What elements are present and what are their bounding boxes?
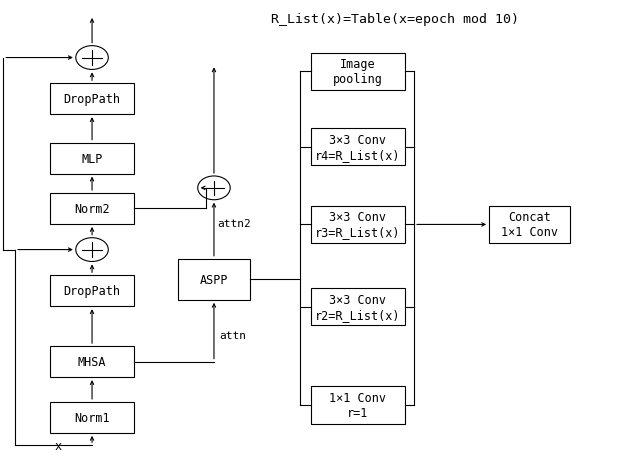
FancyBboxPatch shape: [311, 206, 404, 244]
Text: DropPath: DropPath: [63, 93, 121, 106]
Text: ASPP: ASPP: [200, 273, 228, 286]
FancyBboxPatch shape: [311, 53, 404, 91]
FancyBboxPatch shape: [50, 193, 134, 224]
FancyBboxPatch shape: [311, 129, 404, 166]
Text: Norm1: Norm1: [74, 411, 110, 424]
Text: R_List(x)=Table(x=epoch mod 10): R_List(x)=Table(x=epoch mod 10): [271, 13, 519, 26]
FancyBboxPatch shape: [50, 275, 134, 307]
Text: Image
pooling: Image pooling: [333, 58, 382, 86]
Text: 3×3 Conv
r3=R_List(x): 3×3 Conv r3=R_List(x): [315, 211, 401, 239]
Text: MHSA: MHSA: [78, 355, 106, 368]
Text: Norm2: Norm2: [74, 202, 110, 215]
Text: attn: attn: [219, 330, 246, 341]
FancyBboxPatch shape: [50, 84, 134, 115]
FancyBboxPatch shape: [489, 206, 570, 244]
Text: MLP: MLP: [82, 152, 103, 165]
FancyBboxPatch shape: [50, 346, 134, 377]
Text: attn2: attn2: [217, 219, 251, 229]
FancyBboxPatch shape: [50, 402, 134, 433]
Text: 3×3 Conv
r2=R_List(x): 3×3 Conv r2=R_List(x): [315, 293, 401, 321]
FancyBboxPatch shape: [311, 288, 404, 326]
Text: DropPath: DropPath: [63, 285, 121, 297]
Text: 3×3 Conv
r4=R_List(x): 3×3 Conv r4=R_List(x): [315, 134, 401, 162]
Text: x: x: [54, 439, 61, 452]
FancyBboxPatch shape: [50, 143, 134, 174]
Text: Concat
1×1 Conv: Concat 1×1 Conv: [501, 211, 558, 239]
Text: 1×1 Conv
r=1: 1×1 Conv r=1: [329, 391, 386, 419]
FancyBboxPatch shape: [178, 259, 250, 300]
FancyBboxPatch shape: [311, 386, 404, 424]
